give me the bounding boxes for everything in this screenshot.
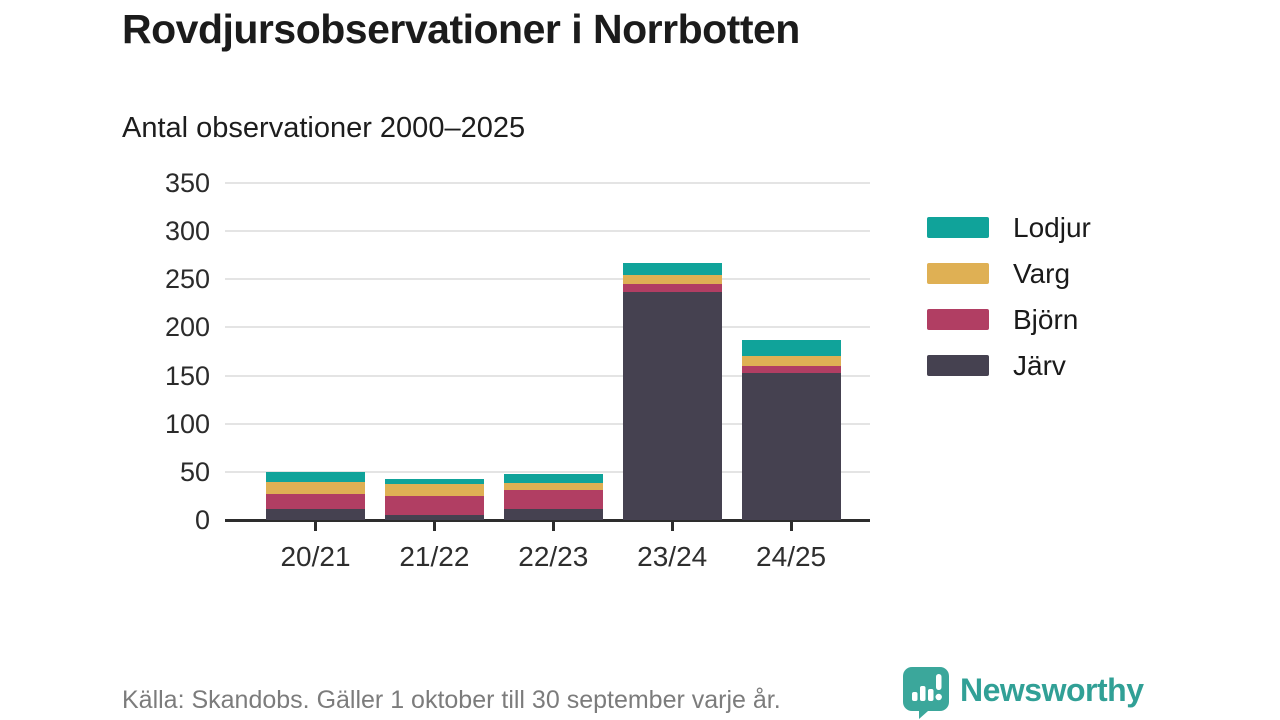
plot-area: 0 50 100 150 200 250 300 350 20/21 21/22 22/23 23/2… bbox=[165, 168, 870, 572]
legend-label: Varg bbox=[1013, 257, 1071, 289]
y-tick-label: 0 bbox=[194, 505, 210, 535]
bar-segment-järv bbox=[384, 515, 484, 520]
y-tick-label: 350 bbox=[164, 168, 210, 198]
y-tick-label: 150 bbox=[164, 360, 210, 391]
bar-segment-lodjur bbox=[384, 478, 484, 485]
bar-segment-björn bbox=[622, 284, 722, 292]
grid-line bbox=[225, 470, 870, 473]
bar-segment-varg bbox=[266, 482, 365, 494]
legend-label: Järv bbox=[1013, 349, 1066, 381]
bar-segment-järv bbox=[503, 509, 603, 520]
y-tick-label: 100 bbox=[164, 408, 210, 439]
bar-segment-järv bbox=[622, 291, 722, 520]
x-axis-tick bbox=[314, 522, 317, 531]
bar-segment-lodjur bbox=[622, 262, 722, 276]
y-tick-label: 200 bbox=[164, 312, 210, 343]
legend-item-järv: Järv bbox=[927, 351, 1091, 379]
bar-segment-björn bbox=[384, 495, 484, 516]
bar-segment-varg bbox=[384, 484, 484, 496]
grid-line bbox=[225, 374, 870, 377]
x-tick-label: 20/21 bbox=[280, 541, 351, 572]
legend-swatch-björn bbox=[927, 309, 989, 330]
bar-segment-lodjur bbox=[741, 339, 841, 357]
y-tick-label: 250 bbox=[164, 264, 210, 295]
x-axis-tick bbox=[432, 522, 436, 531]
legend-swatch-järv bbox=[927, 355, 989, 376]
x-tick-label: 22/23 bbox=[518, 541, 589, 572]
bar-segment-björn bbox=[266, 494, 365, 510]
legend-item-varg: Varg bbox=[927, 259, 1091, 287]
bar-segment-lodjur bbox=[266, 471, 365, 483]
bar-segment-varg bbox=[622, 275, 722, 285]
y-tick-label: 50 bbox=[179, 456, 210, 487]
x-axis-line bbox=[225, 519, 870, 522]
bar-segment-järv bbox=[266, 509, 365, 520]
bar-segment-varg bbox=[503, 483, 603, 491]
source-note: Källa: Skandobs. Gäller 1 oktober till 3… bbox=[122, 686, 781, 714]
x-axis-tick bbox=[789, 522, 793, 531]
x-tick-label: 23/24 bbox=[637, 541, 708, 572]
brand-name: Newsworthy bbox=[960, 672, 1144, 708]
chart-title: Rovdjursobservationer i Norrbotten bbox=[122, 6, 800, 52]
bar-segment-björn bbox=[741, 365, 841, 373]
grid-line bbox=[225, 422, 870, 425]
bar-segment-varg bbox=[741, 356, 841, 366]
legend-label: Björn bbox=[1013, 303, 1079, 335]
x-tick-label: 21/22 bbox=[399, 541, 470, 572]
grid-line bbox=[225, 230, 870, 233]
x-axis-tick bbox=[670, 522, 674, 531]
grid-line bbox=[225, 326, 870, 329]
y-tick-label: 300 bbox=[164, 216, 210, 247]
bar-segment-björn bbox=[503, 490, 603, 510]
newsworthy-bubble-icon bbox=[903, 667, 949, 719]
x-axis-tick bbox=[551, 522, 555, 531]
legend-item-lodjur: Lodjur bbox=[927, 213, 1091, 241]
legend-label: Lodjur bbox=[1013, 211, 1091, 243]
bar-segment-järv bbox=[741, 372, 841, 520]
chart-subtitle: Antal observationer 2000–2025 bbox=[122, 112, 526, 144]
newsworthy-logo: Newsworthy bbox=[902, 666, 1144, 719]
legend: Lodjur Varg Björn Järv bbox=[927, 213, 1091, 401]
legend-item-björn: Björn bbox=[927, 305, 1091, 333]
grid-line bbox=[225, 182, 870, 184]
legend-swatch-lodjur bbox=[927, 217, 989, 238]
grid-line bbox=[225, 278, 870, 281]
legend-swatch-varg bbox=[927, 263, 989, 284]
x-tick-label: 24/25 bbox=[756, 541, 827, 572]
bar-segment-lodjur bbox=[503, 473, 603, 484]
